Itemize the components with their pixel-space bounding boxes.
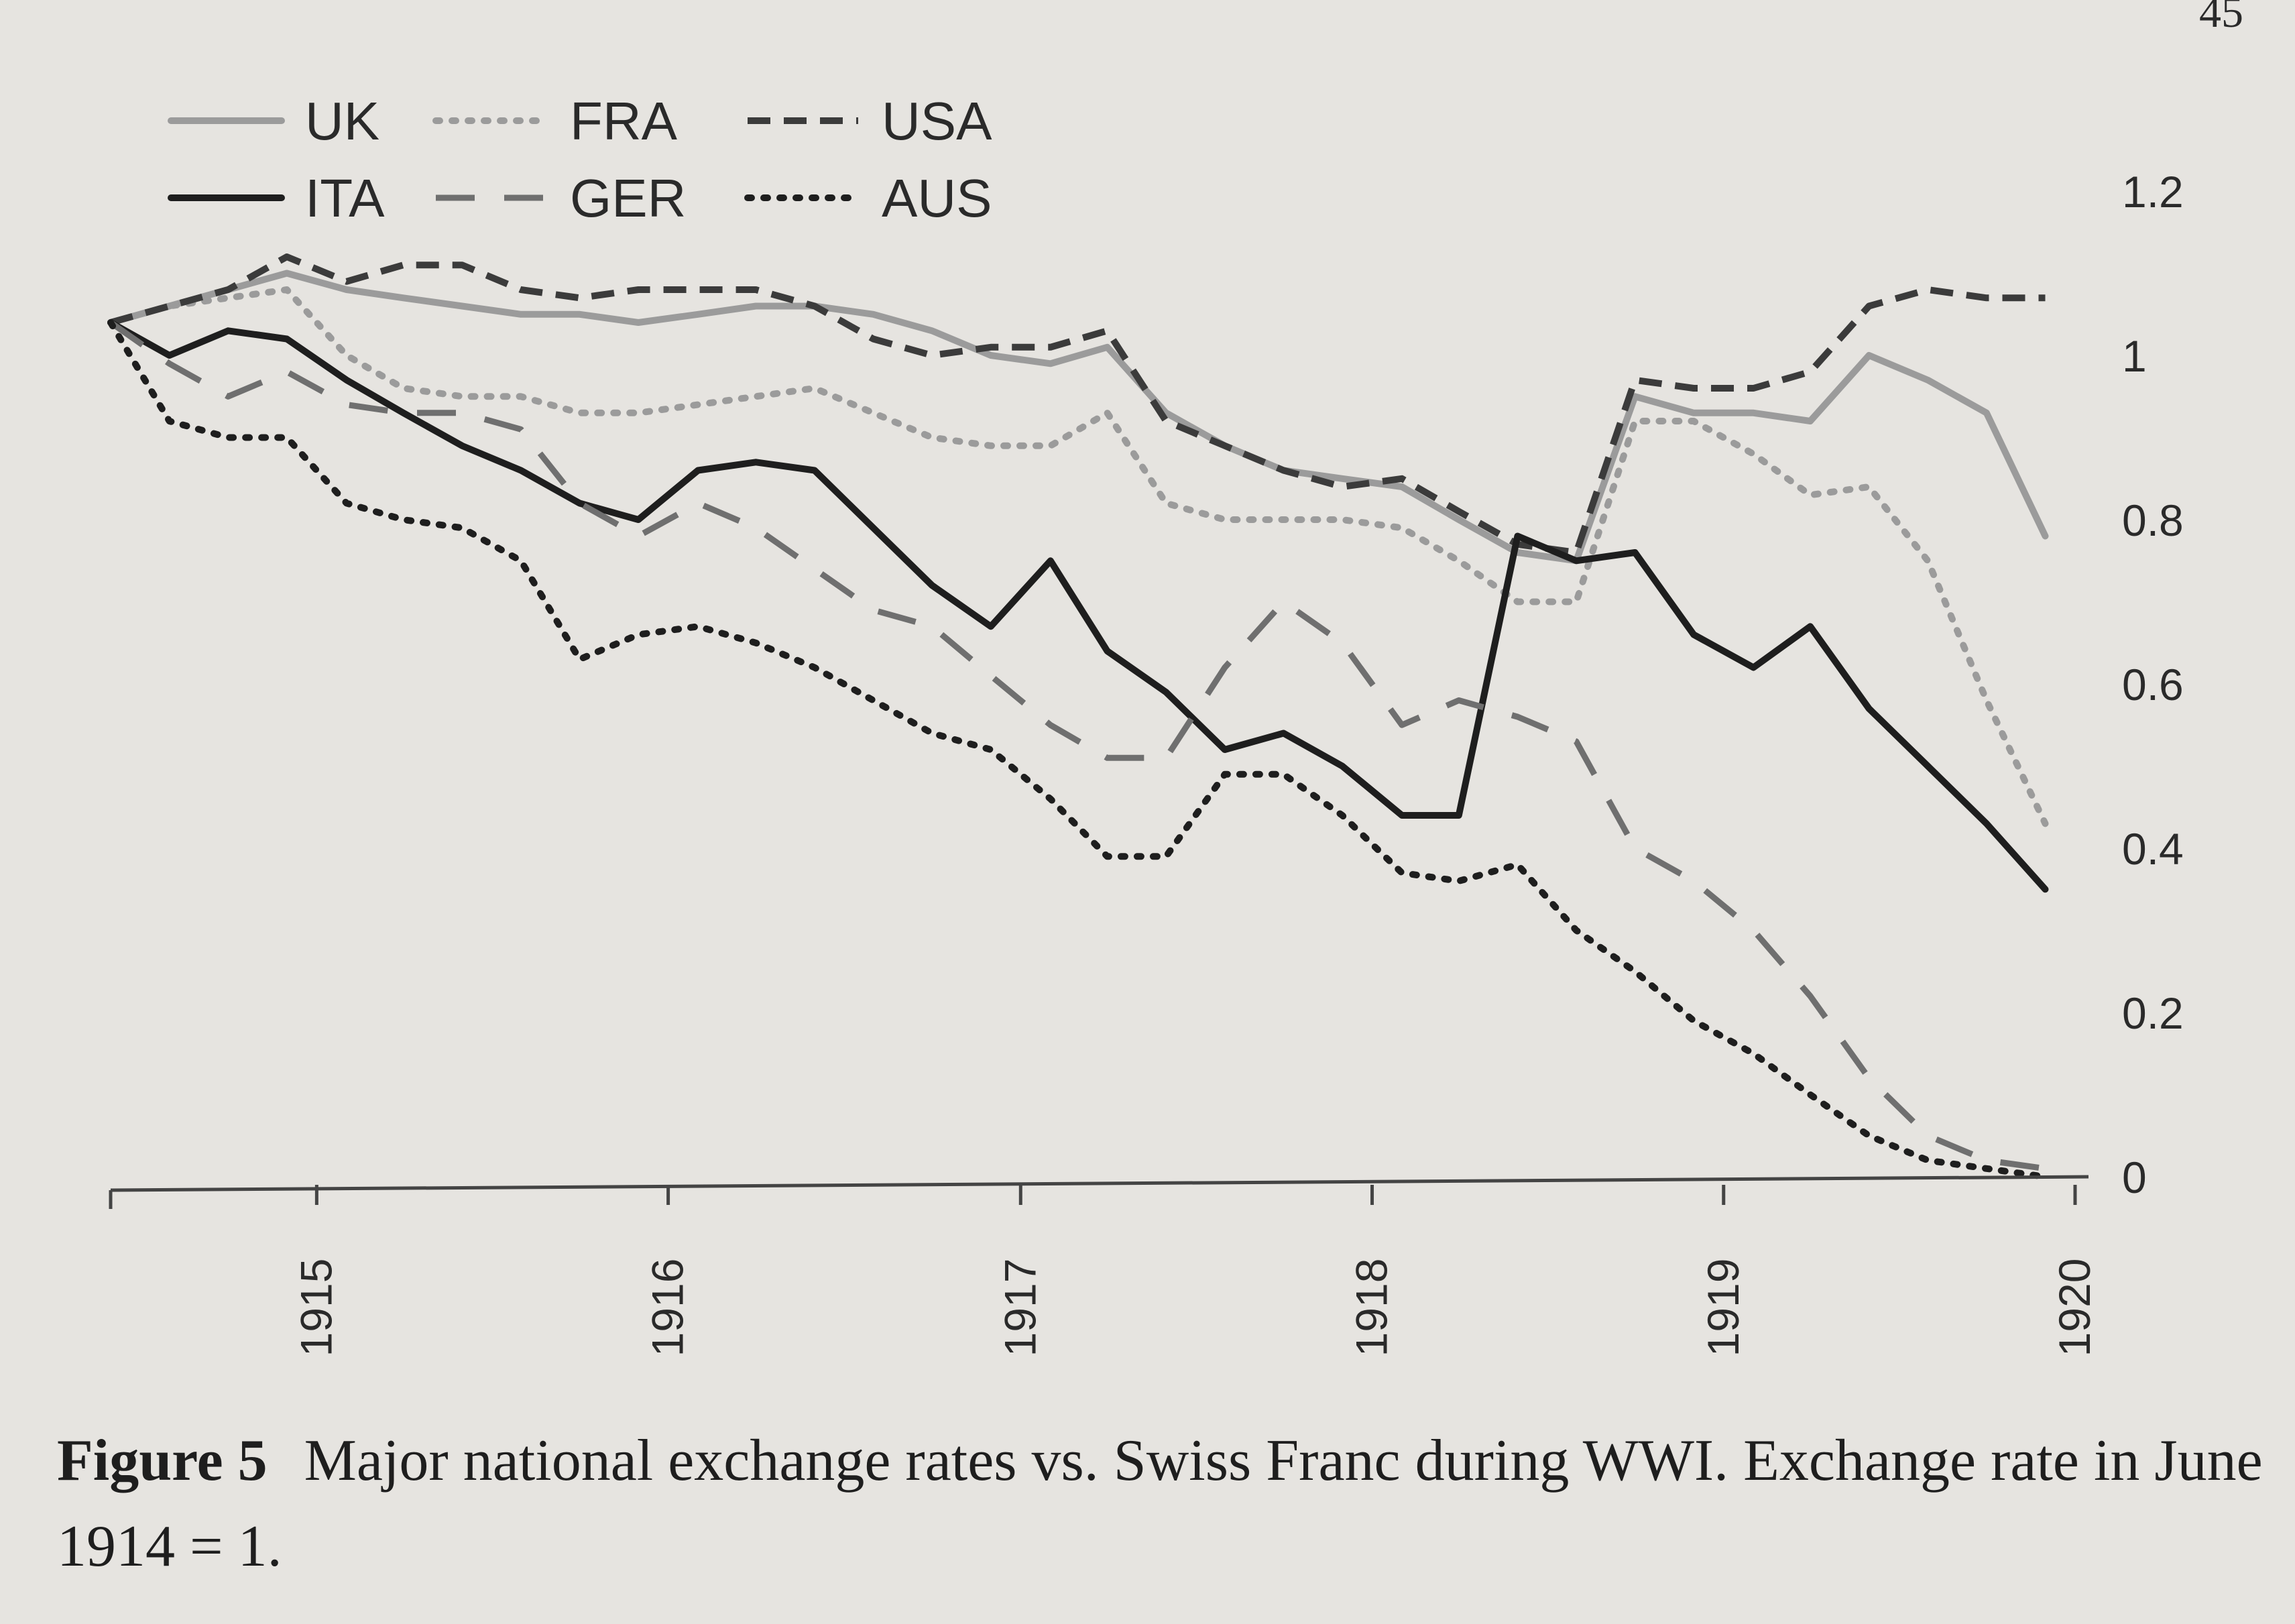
series-line-ger <box>109 320 2046 1172</box>
legend-item-aus: AUS <box>744 168 992 228</box>
caption-text: Major national exchange rates vs. Swiss … <box>57 1428 2263 1579</box>
legend: UK FRA USA ITA GER AUS <box>168 91 992 228</box>
series-layer <box>107 253 2049 1180</box>
axes: 1915 1916 1917 1918 1919 1920 0 0.2 0.4 0.6 0.8 1 1.… <box>109 167 2184 1357</box>
page-number: 45 <box>2199 0 2243 37</box>
y-tick-label: 0.2 <box>2122 988 2184 1038</box>
x-tick-label: 1916 <box>643 1259 693 1357</box>
series-line-uk <box>107 270 2049 565</box>
x-tick-label: 1918 <box>1347 1259 1397 1357</box>
x-axis-line <box>110 1175 2089 1192</box>
y-tick-label: 1.2 <box>2122 167 2184 217</box>
series-line-aus <box>107 319 2049 1180</box>
legend-label: USA <box>882 91 992 151</box>
x-tick-label: 1917 <box>995 1259 1045 1357</box>
legend-item-ita: ITA <box>168 168 385 228</box>
x-tick-label: 1919 <box>1698 1259 1748 1357</box>
legend-label: UK <box>305 91 379 151</box>
x-tick-label: 1915 <box>291 1259 341 1357</box>
legend-item-fra: FRA <box>432 91 678 151</box>
y-tick-label: 0.4 <box>2122 824 2184 874</box>
legend-label: GER <box>570 168 686 228</box>
x-tick-label: 1920 <box>2050 1259 2099 1357</box>
legend-label: ITA <box>305 168 385 228</box>
series-line-fra <box>107 286 2049 827</box>
figure-caption: Figure 5 Major national exchange rates vs… <box>57 1418 2270 1590</box>
y-tick-label: 1 <box>2122 331 2147 381</box>
y-tick-label: 0.8 <box>2122 496 2184 545</box>
legend-label: FRA <box>570 91 678 151</box>
legend-item-uk: UK <box>168 91 379 151</box>
figure-label: Figure 5 <box>57 1428 268 1493</box>
series-line-ita <box>107 319 2049 893</box>
legend-label: AUS <box>882 168 992 228</box>
y-tick-label: 0 <box>2122 1153 2147 1202</box>
legend-item-ger: GER <box>436 168 686 228</box>
series-line-usa <box>109 253 2046 556</box>
legend-item-usa: USA <box>748 91 992 151</box>
y-tick-label: 0.6 <box>2122 660 2184 709</box>
